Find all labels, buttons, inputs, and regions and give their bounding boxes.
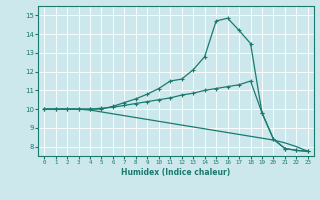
X-axis label: Humidex (Indice chaleur): Humidex (Indice chaleur) <box>121 168 231 177</box>
